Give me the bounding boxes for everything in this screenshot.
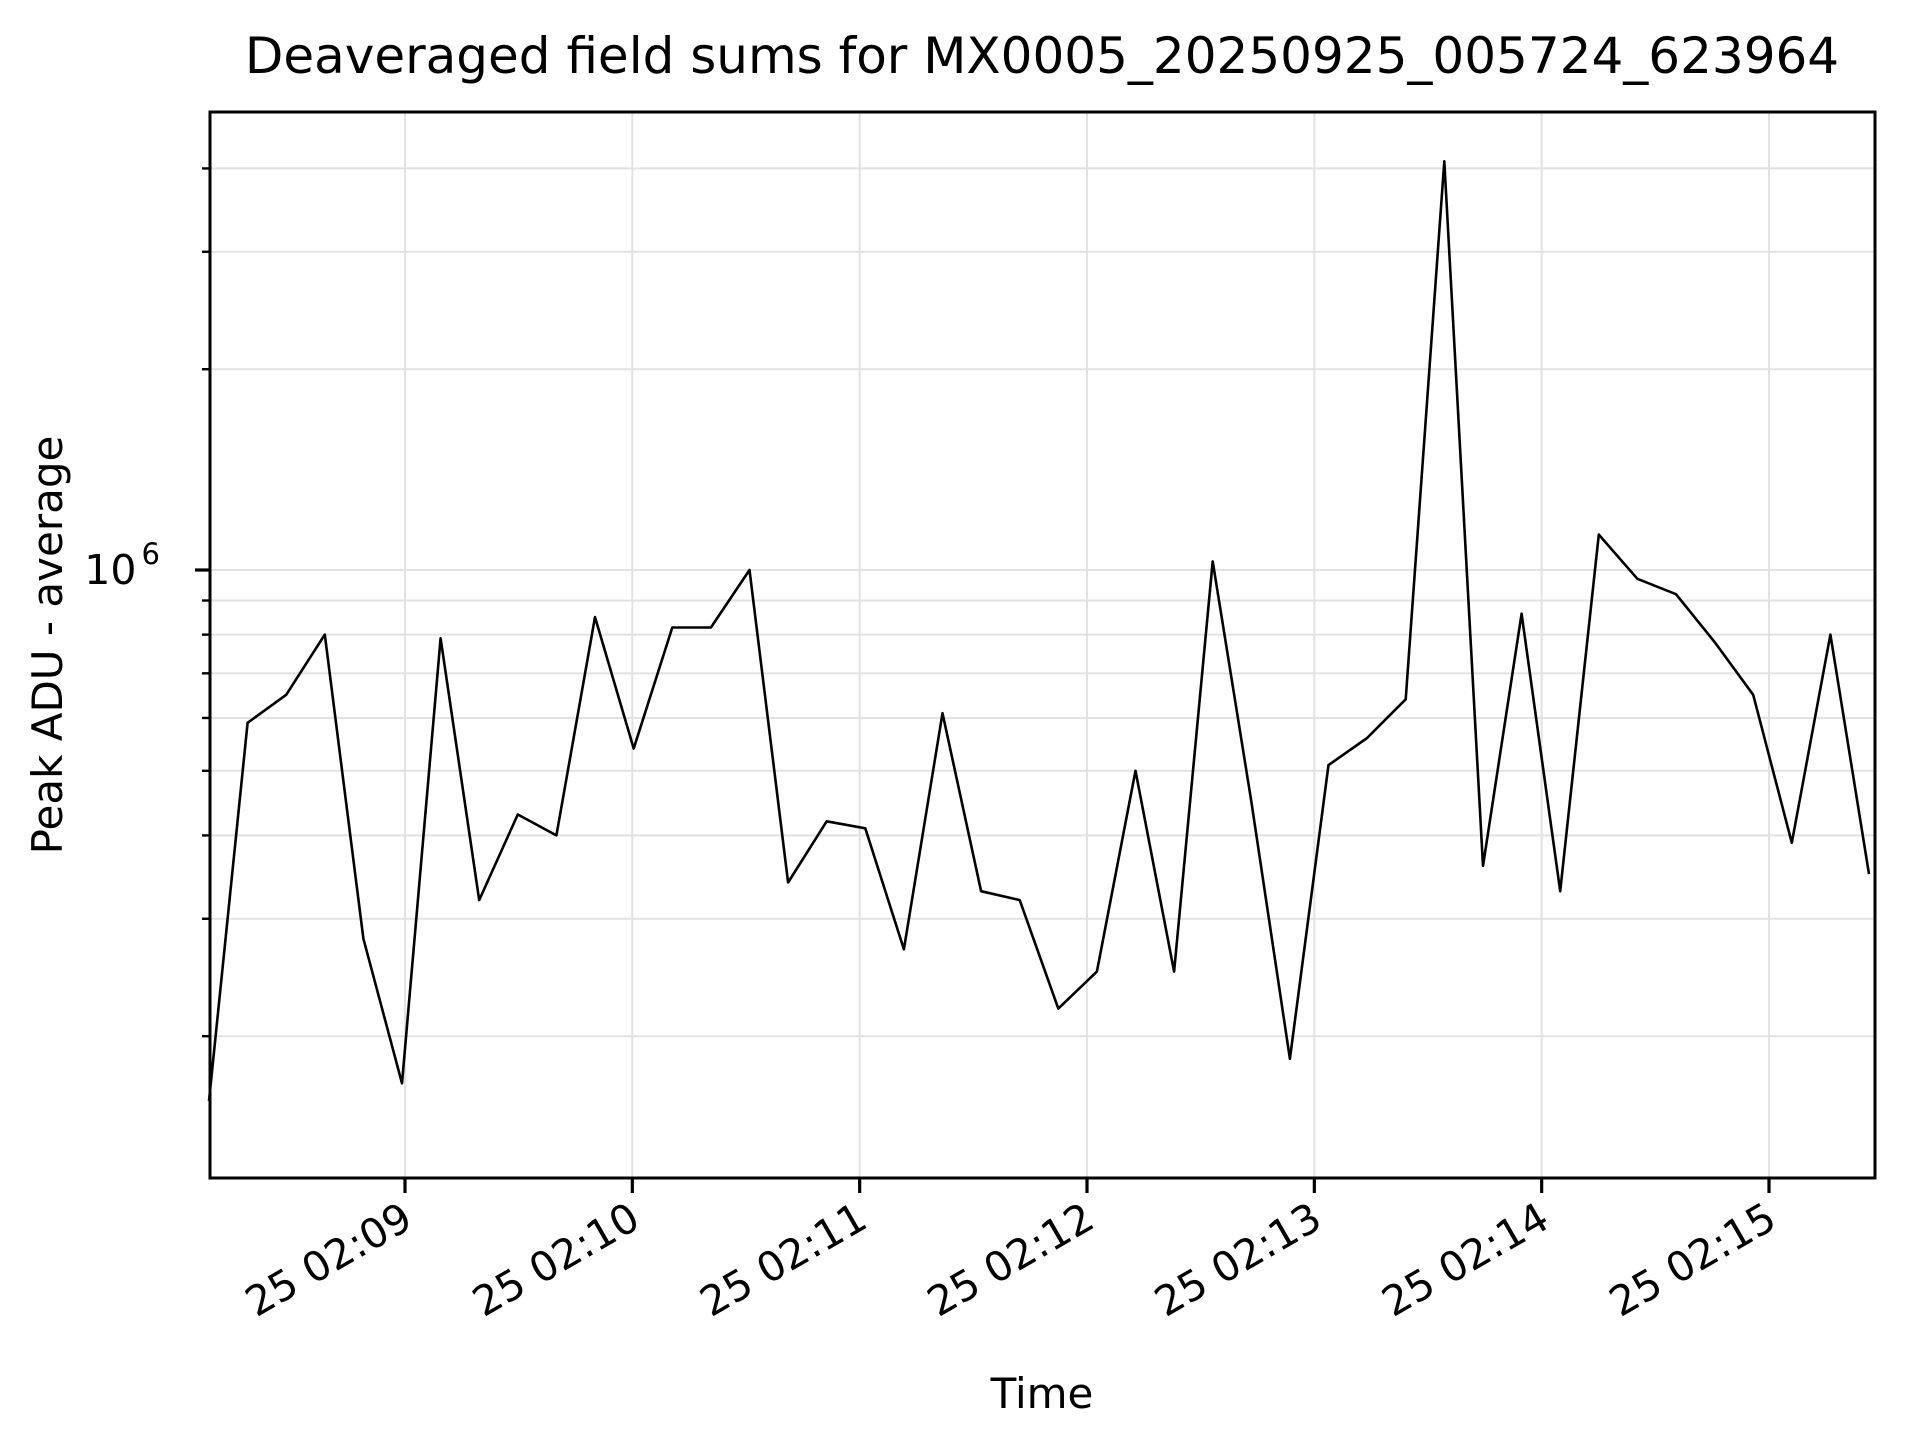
x-axis-label: Time xyxy=(990,1369,1094,1418)
x-tick-label: 25 02:10 xyxy=(465,1193,648,1326)
x-tick-label: 25 02:11 xyxy=(692,1193,875,1326)
y-axis-label: Peak ADU - average xyxy=(23,436,72,855)
plot-border xyxy=(208,110,1877,1180)
x-axis-tick-labels: 25 02:09 25 02:10 25 02:11 25 02:12 25 02:13… xyxy=(237,1193,1784,1326)
data-series xyxy=(207,160,1871,1102)
y-axis-ticks xyxy=(195,167,210,1038)
y-tick-label: 10 6 xyxy=(84,537,160,594)
data-series-line xyxy=(207,160,1871,1102)
x-tick-label: 25 02:12 xyxy=(919,1193,1102,1326)
x-tick-label: 25 02:13 xyxy=(1147,1193,1330,1326)
horizontal-gridlines xyxy=(210,167,1875,1038)
vertical-gridlines xyxy=(404,112,1770,1178)
y-tick-label-exponent: 6 xyxy=(142,537,160,571)
y-tick-label-base: 10 xyxy=(84,546,136,594)
x-tick-label: 25 02:09 xyxy=(237,1193,420,1326)
chart-title: Deaveraged field sums for MX0005_2025092… xyxy=(245,27,1839,85)
x-tick-label: 25 02:14 xyxy=(1374,1193,1557,1326)
x-tick-label: 25 02:15 xyxy=(1601,1193,1784,1326)
x-axis-ticks xyxy=(403,1178,1771,1193)
